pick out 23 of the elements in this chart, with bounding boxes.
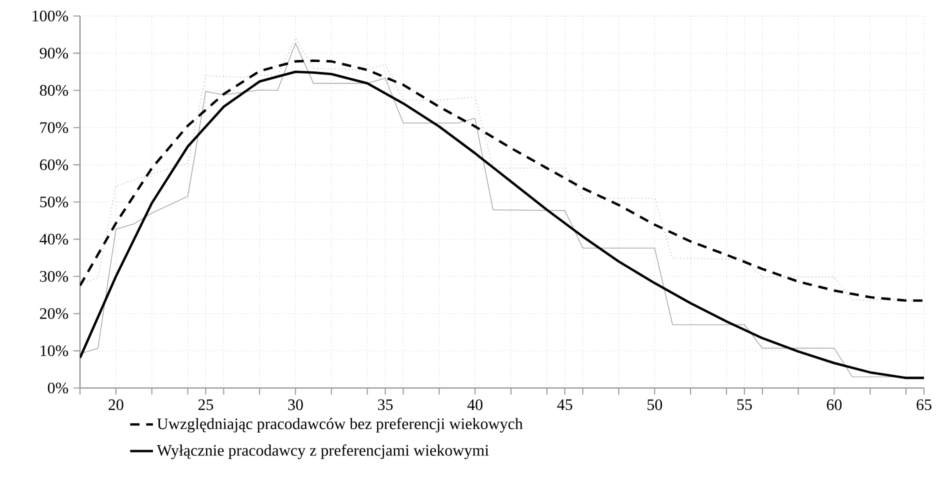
x-tick-label: 50 [648,399,662,410]
y-tick-label: 40% [40,234,68,245]
y-tick-label: 50% [40,196,68,208]
y-tick-label: 0% [48,382,68,394]
x-tick-label: 30 [288,399,303,410]
legend-label: Uwzględniając pracodawców bez preferencji wiekowych [157,418,523,432]
x-tick-label: 55 [737,399,752,410]
y-tick-label: 10% [40,345,68,356]
y-tick-label: 90% [40,48,68,59]
x-tick-label: 40 [467,399,482,410]
y-tick-label: 100% [32,10,68,22]
x-tick-label: 25 [198,399,214,410]
x-tick-label: 20 [108,399,124,410]
x-tick-label: 60 [826,399,842,410]
y-tick-label: 30% [40,270,68,282]
y-tick-label: 20% [40,308,68,320]
x-tick-label: 45 [557,399,572,410]
y-tick-label: 70% [40,122,68,134]
y-tick-label: 60% [40,159,68,170]
x-tick-label: 65 [916,399,932,410]
x-tick-label: 35 [378,399,393,410]
y-tick-label: 80% [40,84,68,96]
legend-label: Wyłącznie pracodawcy z preferencjami wiekowymi [156,444,489,460]
